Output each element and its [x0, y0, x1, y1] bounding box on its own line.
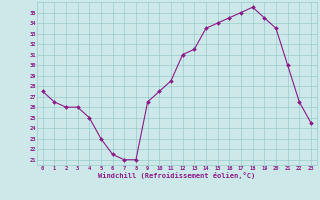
X-axis label: Windchill (Refroidissement éolien,°C): Windchill (Refroidissement éolien,°C) — [98, 172, 255, 179]
